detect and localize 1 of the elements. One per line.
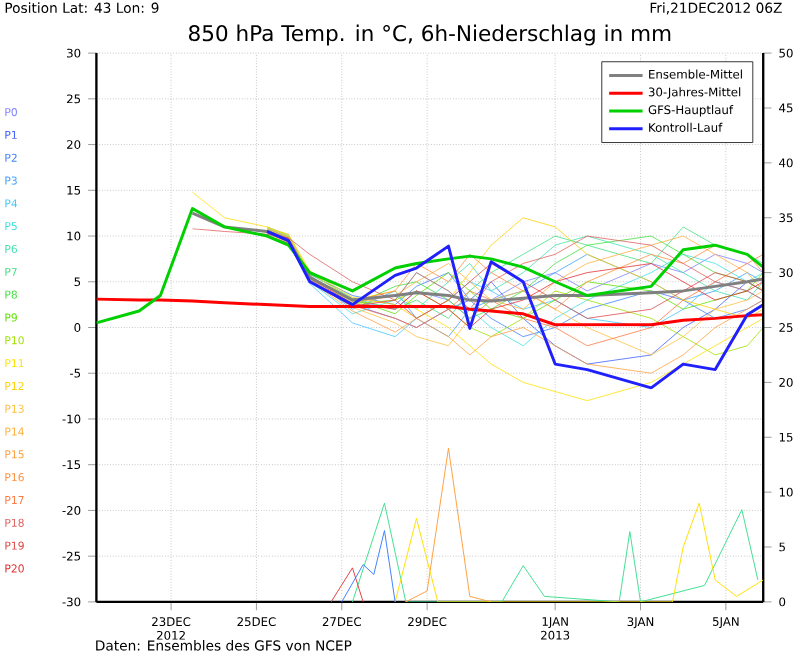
chart-title: 850 hPa Temp. in °C, 6h-Niederschlag in mm [189,25,671,46]
